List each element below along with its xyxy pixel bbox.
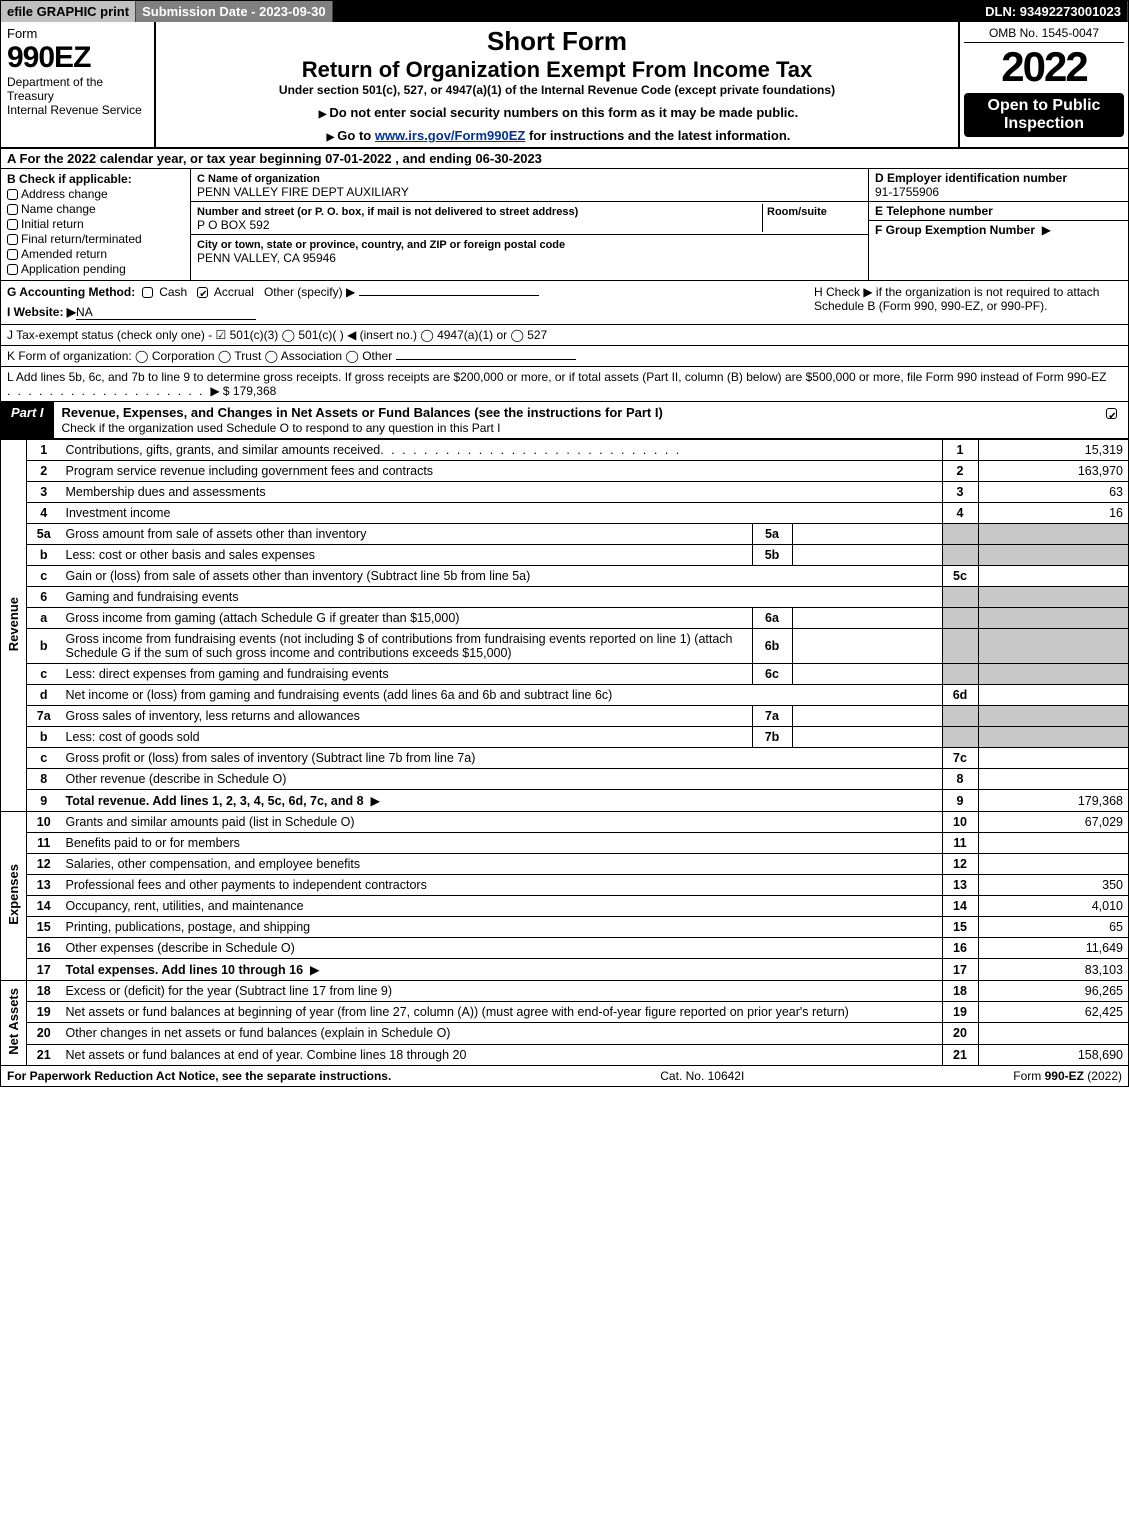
col-def: D Employer identification number 91-1755… xyxy=(868,169,1128,280)
line-19-value: 62,425 xyxy=(978,1002,1128,1023)
line-l: L Add lines 5b, 6c, and 7b to line 9 to … xyxy=(1,367,1128,402)
website-row: I Website: ▶NA xyxy=(7,305,802,320)
under-section: Under section 501(c), 527, or 4947(a)(1)… xyxy=(164,83,950,97)
line-5c-value xyxy=(978,566,1128,587)
street-row: Number and street (or P. O. box, if mail… xyxy=(191,202,868,235)
ein-row: D Employer identification number 91-1755… xyxy=(869,169,1128,202)
footer-left: For Paperwork Reduction Act Notice, see … xyxy=(7,1069,391,1083)
line-10-value: 67,029 xyxy=(978,812,1128,833)
chk-final-return[interactable]: Final return/terminated xyxy=(7,232,184,246)
form-label: Form xyxy=(7,26,148,41)
form-of-organization: K Form of organization: ◯ Corporation ◯ … xyxy=(1,346,1128,367)
col-b-checkboxes: B Check if applicable: Address change Na… xyxy=(1,169,191,280)
tax-exempt-status: J Tax-exempt status (check only one) - ☑… xyxy=(1,325,1128,346)
gh-row: G Accounting Method: Cash Accrual Other … xyxy=(1,281,1128,325)
chk-application-pending[interactable]: Application pending xyxy=(7,262,184,276)
goto-instructions: Go to www.irs.gov/Form990EZ for instruct… xyxy=(164,128,950,143)
omb-number: OMB No. 1545-0047 xyxy=(964,24,1124,43)
line-4-value: 16 xyxy=(978,503,1128,524)
netassets-section-label: Net Assets xyxy=(1,981,27,1065)
footer-catno: Cat. No. 10642I xyxy=(660,1069,744,1083)
no-ssn-note: Do not enter social security numbers on … xyxy=(164,105,950,120)
chk-initial-return[interactable]: Initial return xyxy=(7,217,184,231)
form-header: Form 990EZ Department of the Treasury In… xyxy=(1,22,1128,149)
irs-link[interactable]: www.irs.gov/Form990EZ xyxy=(375,128,526,143)
line-2-value: 163,970 xyxy=(978,461,1128,482)
chk-name-change[interactable]: Name change xyxy=(7,202,184,216)
line-18-value: 96,265 xyxy=(978,981,1128,1002)
line-16-value: 11,649 xyxy=(978,938,1128,959)
header-middle: Short Form Return of Organization Exempt… xyxy=(156,22,958,147)
line-3-value: 63 xyxy=(978,482,1128,503)
accounting-method: G Accounting Method: Cash Accrual Other … xyxy=(1,281,808,324)
submission-date: Submission Date - 2023-09-30 xyxy=(136,1,333,22)
chk-cash[interactable] xyxy=(142,287,153,298)
line-15-value: 65 xyxy=(978,917,1128,938)
department-label: Department of the Treasury Internal Reve… xyxy=(7,75,148,117)
city-state-zip: PENN VALLEY, CA 95946 xyxy=(197,251,336,265)
line-1-value: 15,319 xyxy=(978,440,1128,461)
open-to-public: Open to Public Inspection xyxy=(964,93,1124,137)
section-a: A For the 2022 calendar year, or tax yea… xyxy=(1,149,1128,169)
col-c-org: C Name of organization PENN VALLEY FIRE … xyxy=(191,169,868,280)
line-14-value: 4,010 xyxy=(978,896,1128,917)
bcd-row: B Check if applicable: Address change Na… xyxy=(1,169,1128,281)
chk-amended-return[interactable]: Amended return xyxy=(7,247,184,261)
group-exemption-row: F Group Exemption Number ▶ xyxy=(869,221,1128,239)
tax-year: 2022 xyxy=(964,43,1124,91)
form-990ez-page: efile GRAPHIC print Submission Date - 20… xyxy=(0,0,1129,1087)
chk-accrual[interactable] xyxy=(197,287,208,298)
topbar: efile GRAPHIC print Submission Date - 20… xyxy=(1,1,1128,22)
street-address: P O BOX 592 xyxy=(197,218,270,232)
ein-value: 91-1755906 xyxy=(875,185,939,199)
efile-print-label[interactable]: efile GRAPHIC print xyxy=(1,1,136,22)
line-21-value: 158,690 xyxy=(978,1044,1128,1065)
col-b-title: B Check if applicable: xyxy=(7,172,184,186)
line-12-value xyxy=(978,854,1128,875)
org-name: PENN VALLEY FIRE DEPT AUXILIARY xyxy=(197,185,409,199)
page-footer: For Paperwork Reduction Act Notice, see … xyxy=(1,1065,1128,1086)
line-13-value: 350 xyxy=(978,875,1128,896)
header-left: Form 990EZ Department of the Treasury In… xyxy=(1,22,156,147)
form-number: 990EZ xyxy=(7,41,148,75)
org-name-row: C Name of organization PENN VALLEY FIRE … xyxy=(191,169,868,202)
part1-schedule-o-check[interactable] xyxy=(1098,402,1128,438)
telephone-row: E Telephone number xyxy=(869,202,1128,221)
line-17-value: 83,103 xyxy=(978,959,1128,981)
line-9-value: 179,368 xyxy=(978,790,1128,812)
lines-table: Revenue 1Contributions, gifts, grants, a… xyxy=(1,439,1128,1065)
part1-tab: Part I xyxy=(1,402,54,438)
room-suite-label: Room/suite xyxy=(767,206,827,218)
topbar-spacer xyxy=(333,1,980,22)
dln-label: DLN: 93492273001023 xyxy=(979,1,1128,22)
revenue-section-label: Revenue xyxy=(1,440,27,812)
header-right: OMB No. 1545-0047 2022 Open to Public In… xyxy=(958,22,1128,147)
line-11-value xyxy=(978,833,1128,854)
footer-formref: Form 990-EZ (2022) xyxy=(1013,1069,1122,1083)
line-6d-value xyxy=(978,685,1128,706)
gross-receipts: $ 179,368 xyxy=(223,384,276,398)
part1-header: Part I Revenue, Expenses, and Changes in… xyxy=(1,402,1128,439)
line-7c-value xyxy=(978,748,1128,769)
chk-address-change[interactable]: Address change xyxy=(7,187,184,201)
return-title: Return of Organization Exempt From Incom… xyxy=(164,57,950,83)
schedule-b-note: H Check ▶ if the organization is not req… xyxy=(808,281,1128,324)
line-8-value xyxy=(978,769,1128,790)
expenses-section-label: Expenses xyxy=(1,812,27,981)
part1-title: Revenue, Expenses, and Changes in Net As… xyxy=(54,402,1098,438)
line-20-value xyxy=(978,1023,1128,1044)
city-row: City or town, state or province, country… xyxy=(191,235,868,267)
short-form-title: Short Form xyxy=(164,26,950,57)
website-value: NA xyxy=(76,305,256,320)
